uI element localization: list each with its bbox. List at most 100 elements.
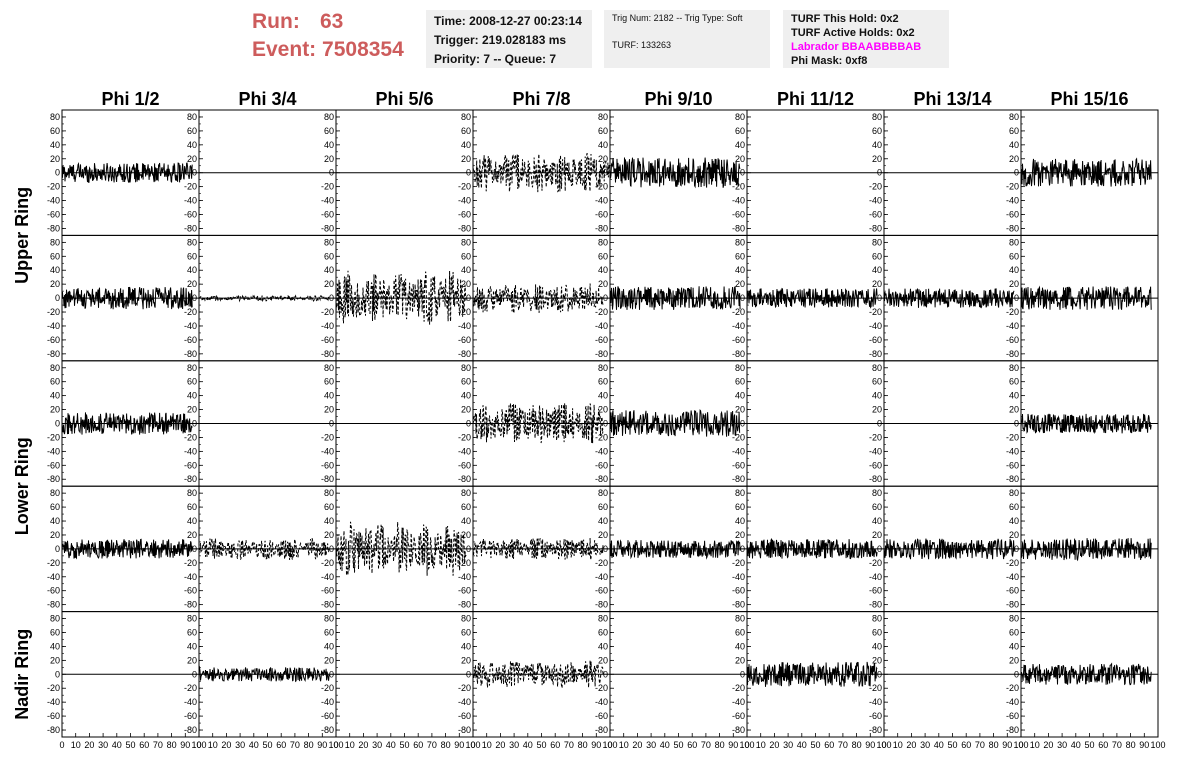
x-tick-label: 70: [153, 740, 163, 750]
x-tick-label: 80: [578, 740, 588, 750]
y-tick-label: 80: [187, 363, 197, 373]
y-tick-label: -80: [732, 223, 745, 233]
y-tick-label: -40: [184, 321, 197, 331]
y-tick-label: -20: [732, 558, 745, 568]
y-tick-label: -80: [184, 474, 197, 484]
y-tick-label: 40: [598, 641, 608, 651]
x-tick-label: 0: [333, 740, 338, 750]
x-tick-label: 80: [1126, 740, 1136, 750]
y-tick-label: 0: [877, 293, 882, 303]
x-tick-label: 60: [1098, 740, 1108, 750]
waveform-line: [61, 162, 193, 183]
y-tick-label: -60: [869, 335, 882, 345]
x-tick-label: 20: [906, 740, 916, 750]
x-tick-label: 30: [920, 740, 930, 750]
y-tick-label: 60: [461, 251, 471, 261]
y-tick-label: -80: [47, 223, 60, 233]
x-tick-label: 40: [386, 740, 396, 750]
y-tick-label: -80: [732, 600, 745, 610]
waveform-line: [61, 538, 193, 560]
y-tick-label: 60: [461, 126, 471, 136]
y-tick-label: -20: [732, 683, 745, 693]
y-tick-label: 20: [50, 655, 60, 665]
y-tick-label: -20: [47, 558, 60, 568]
x-tick-label: 100: [191, 740, 206, 750]
event-label: Event:: [252, 38, 317, 61]
y-tick-label: -40: [595, 446, 608, 456]
y-tick-label: -20: [458, 182, 471, 192]
x-tick-label: 50: [1084, 740, 1094, 750]
y-tick-label: 20: [461, 530, 471, 540]
y-tick-label: 0: [603, 293, 608, 303]
y-tick-label: -80: [458, 600, 471, 610]
y-tick-label: 20: [598, 279, 608, 289]
y-tick-label: -80: [595, 474, 608, 484]
y-tick-label: 20: [324, 530, 334, 540]
y-tick-label: -40: [869, 321, 882, 331]
y-tick-label: 0: [603, 419, 608, 429]
x-tick-label: 10: [619, 740, 629, 750]
y-tick-label: -40: [321, 446, 334, 456]
column-header: Phi 15/16: [1050, 89, 1128, 109]
y-tick-label: 60: [598, 126, 608, 136]
x-tick-label: 20: [1043, 740, 1053, 750]
waveform-line: [198, 294, 330, 303]
y-tick-label: 20: [1009, 530, 1019, 540]
y-tick-label: 60: [872, 251, 882, 261]
y-tick-label: 20: [735, 530, 745, 540]
y-tick-label: 80: [187, 237, 197, 247]
x-tick-label: 10: [71, 740, 81, 750]
y-tick-label: -60: [321, 335, 334, 345]
y-tick-label: -40: [595, 572, 608, 582]
y-tick-label: 20: [187, 530, 197, 540]
y-tick-label: -40: [47, 572, 60, 582]
y-tick-label: 60: [872, 628, 882, 638]
x-tick-label: 80: [715, 740, 725, 750]
y-tick-label: 20: [735, 405, 745, 415]
y-tick-label: -80: [47, 474, 60, 484]
y-tick-label: 20: [735, 154, 745, 164]
y-tick-label: 40: [598, 516, 608, 526]
x-tick-label: 90: [454, 740, 464, 750]
y-tick-label: 20: [872, 154, 882, 164]
y-tick-label: 20: [187, 655, 197, 665]
y-tick-label: -80: [184, 600, 197, 610]
y-tick-label: 80: [872, 363, 882, 373]
ring-label: Upper Ring: [12, 187, 32, 284]
y-tick-label: -80: [458, 474, 471, 484]
y-tick-label: 20: [598, 530, 608, 540]
waveform-line: [472, 537, 604, 560]
x-tick-label: 70: [975, 740, 985, 750]
y-tick-label: 40: [735, 265, 745, 275]
y-tick-label: 60: [187, 377, 197, 387]
y-tick-label: 0: [1014, 669, 1019, 679]
x-tick-label: 10: [1030, 740, 1040, 750]
y-tick-label: -60: [47, 210, 60, 220]
y-tick-label: 80: [1009, 614, 1019, 624]
y-tick-label: 40: [187, 391, 197, 401]
column-header: Phi 13/14: [913, 89, 991, 109]
waveform-line: [1020, 662, 1152, 686]
y-tick-label: 20: [735, 279, 745, 289]
column-header: Phi 3/4: [238, 89, 296, 109]
x-tick-label: 10: [345, 740, 355, 750]
y-tick-label: 0: [192, 669, 197, 679]
y-tick-label: 80: [1009, 112, 1019, 122]
y-tick-label: -20: [595, 683, 608, 693]
y-tick-label: -20: [1006, 558, 1019, 568]
y-tick-label: 80: [735, 363, 745, 373]
y-tick-label: 40: [50, 140, 60, 150]
waveform-line: [883, 538, 1015, 560]
y-tick-label: -40: [595, 196, 608, 206]
y-tick-label: 60: [735, 377, 745, 387]
y-tick-label: 20: [461, 279, 471, 289]
x-tick-label: 10: [756, 740, 766, 750]
y-tick-label: 80: [461, 363, 471, 373]
y-tick-label: -20: [595, 307, 608, 317]
y-tick-label: -20: [732, 182, 745, 192]
turf-active-holds-text: TURF Active Holds: 0x2: [791, 27, 915, 39]
waveform-line: [198, 665, 330, 683]
y-tick-label: -40: [458, 196, 471, 206]
y-tick-label: 40: [872, 265, 882, 275]
waveform-line: [1020, 157, 1152, 187]
